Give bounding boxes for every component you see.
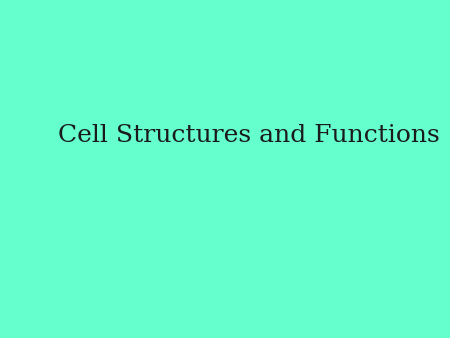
Text: Cell Structures and Functions: Cell Structures and Functions: [58, 124, 440, 147]
